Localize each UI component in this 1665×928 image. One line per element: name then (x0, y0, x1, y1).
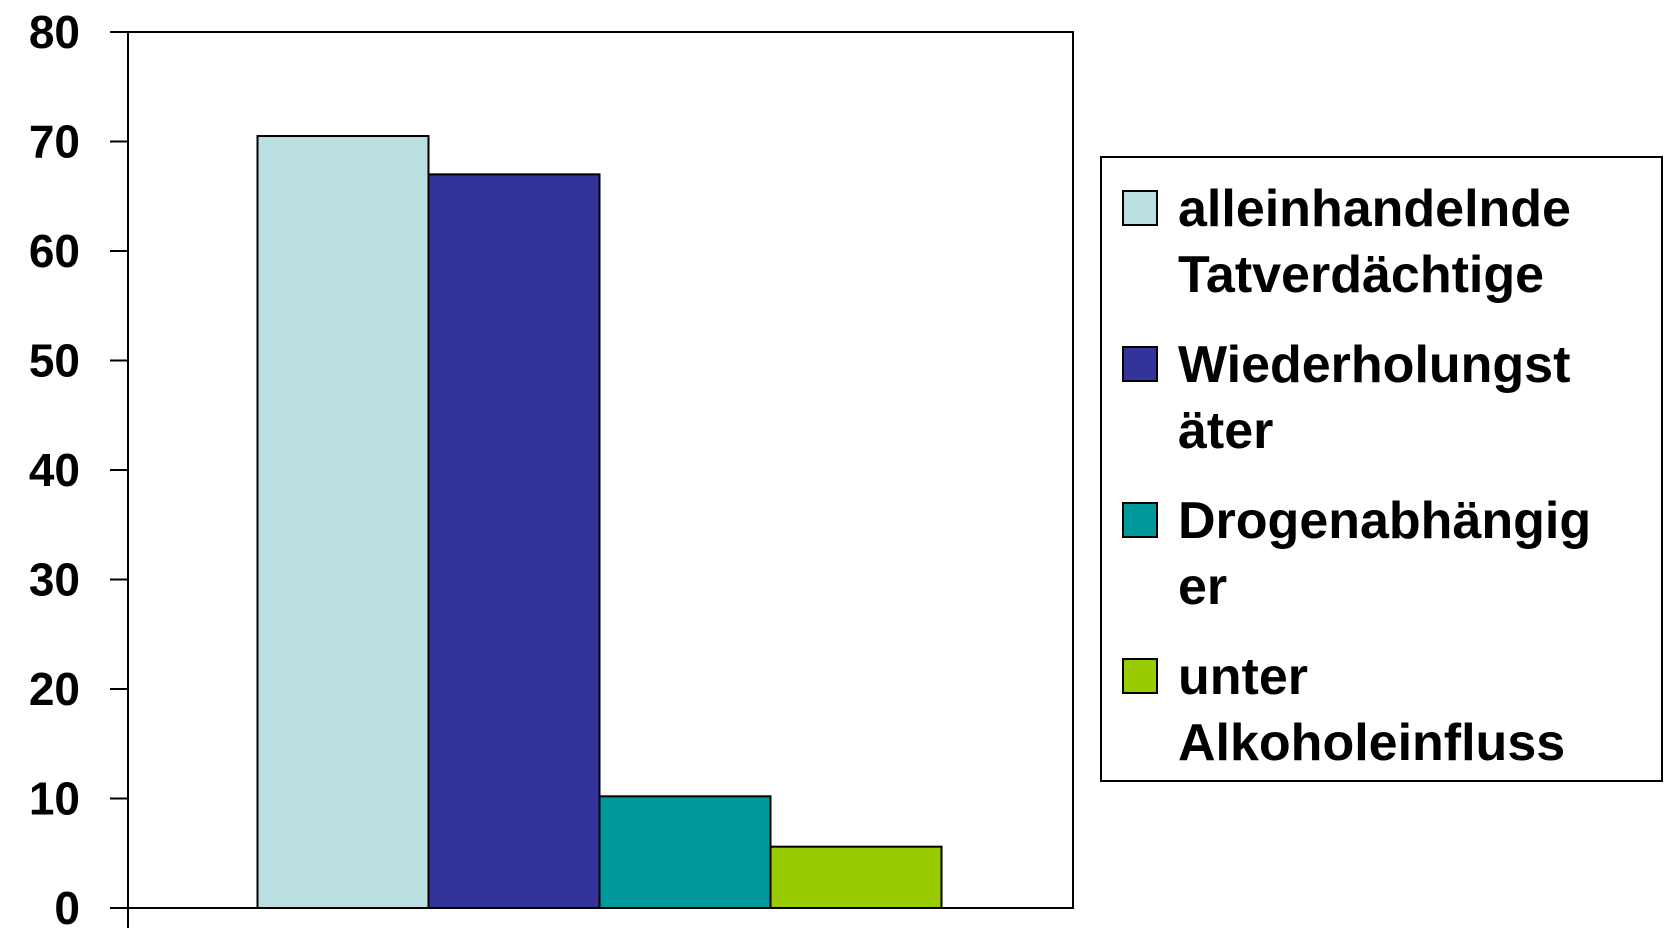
bar-series-4 (769, 845, 943, 909)
y-axis-ticks: 0 10 20 30 40 50 60 70 80 (29, 6, 128, 928)
y-tick-label: 20 (29, 663, 80, 715)
y-tick-label: 80 (29, 6, 80, 58)
legend-label-line: Drogenabhängig (1178, 492, 1592, 550)
legend-label: Drogenabhängig er (1178, 488, 1658, 620)
bars-group (256, 135, 943, 910)
y-tick-label: 60 (29, 225, 80, 277)
legend-label-line: unter (1178, 648, 1308, 706)
y-tick-label: 40 (29, 444, 80, 496)
y-tick-label: 10 (29, 773, 80, 825)
legend-label: alleinhandelnde Tatverdächtige (1178, 176, 1658, 308)
y-tick-label: 70 (29, 116, 80, 168)
legend-swatch (1122, 346, 1158, 382)
bar-series-3 (598, 795, 772, 909)
bar-series-2 (427, 173, 601, 910)
legend-label-line: Wiederholungst (1178, 336, 1571, 394)
legend-label-line: äter (1178, 402, 1274, 460)
legend: alleinhandelnde Tatverdächtige Wiederholun… (1100, 156, 1663, 782)
legend-label-line: alleinhandelnde (1178, 180, 1571, 238)
legend-swatch (1122, 190, 1158, 226)
y-tick-label: 30 (29, 554, 80, 606)
legend-label: unter Alkoholeinfluss (1178, 644, 1658, 776)
y-tick-label: 0 (54, 882, 80, 928)
legend-label-line: er (1178, 558, 1228, 616)
legend-swatch (1122, 502, 1158, 538)
y-tick-label: 50 (29, 335, 80, 387)
legend-label-line: Alkoholeinfluss (1178, 714, 1566, 772)
bar-series-1 (256, 135, 430, 909)
legend-swatch (1122, 658, 1158, 694)
legend-label: Wiederholungst äter (1178, 332, 1658, 464)
legend-label-line: Tatverdächtige (1178, 246, 1545, 304)
